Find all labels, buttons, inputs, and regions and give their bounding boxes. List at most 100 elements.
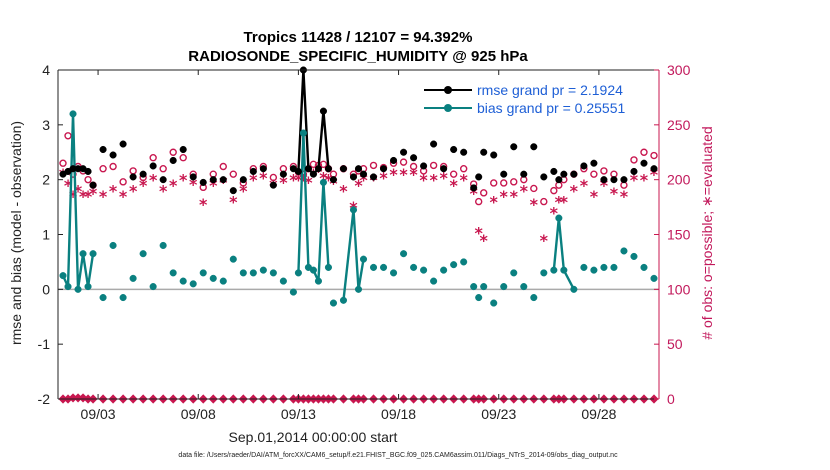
obs-evaluated-point: * [580, 176, 589, 195]
rmse-point [410, 154, 418, 162]
obs-possible-point [475, 197, 483, 206]
rmse-point [470, 184, 478, 192]
obs-evaluated-point: * [169, 176, 178, 195]
rmse-point [129, 173, 137, 181]
obs-evaluated-point: * [600, 176, 609, 195]
obs-possible-point [64, 132, 72, 140]
y-tick-label-left: 3 [42, 117, 50, 133]
bias-point [139, 250, 147, 258]
rmse-point [540, 173, 548, 181]
obs-evaluated-point: * [459, 171, 468, 190]
bias-point [69, 110, 77, 118]
obs-possible-point [319, 160, 328, 169]
rmse-point [159, 176, 167, 184]
obs-evaluated-point: * [319, 168, 328, 187]
obs-evaluated-point: * [530, 195, 539, 214]
obs-evaluated-point: * [89, 184, 98, 203]
rmse-point [555, 176, 563, 184]
obs-possible-point [480, 189, 488, 197]
rmse-point [349, 173, 358, 181]
legend-rmse-marker [444, 86, 452, 94]
bias-point [64, 283, 72, 291]
bias-point [480, 283, 488, 291]
rmse-point [600, 176, 608, 184]
obs-evaluated-point: * [520, 182, 529, 201]
bias-point [229, 255, 237, 263]
legend-bias-label: bias grand pr = 0.25551 [477, 100, 625, 116]
y-tick-label-left: -2 [38, 391, 51, 407]
rmse-point [550, 167, 558, 175]
bias-point [650, 274, 658, 282]
obs-possible-point [449, 170, 458, 178]
bias-point [294, 269, 302, 277]
rmse-point [530, 143, 538, 151]
obs-possible-point [309, 160, 318, 169]
y-tick-label-right: 50 [667, 336, 683, 352]
obs-possible-point [169, 148, 177, 156]
obs-evaluated-point: * [570, 182, 579, 201]
obs-evaluated-point: * [79, 187, 88, 206]
obs-evaluated-point: * [259, 168, 268, 187]
obs-evaluated-point: * [279, 173, 288, 192]
rmse-point [219, 176, 227, 184]
bias-point [470, 283, 478, 291]
rmse-point [570, 170, 578, 178]
rmse-point [420, 162, 428, 170]
obs-evaluated-point: * [610, 184, 619, 203]
obs-evaluated-point: * [379, 168, 388, 187]
tick-labels: 09/03 09/08 09/13 09/18 09/23 09/28 -2 -1 0 1 2 3 4 0… [38, 62, 691, 422]
bias-point [430, 277, 438, 285]
rmse-point [319, 107, 327, 115]
obs-evaluated-point: * [289, 171, 298, 190]
rmse-point [229, 187, 237, 195]
bias-point [580, 263, 588, 271]
obs-evaluated-point: * [69, 187, 78, 206]
bias-point [560, 266, 568, 274]
rmse-point [199, 178, 207, 186]
legend-bias-marker [444, 104, 452, 112]
rmse-point [620, 176, 628, 184]
bias-point [209, 274, 217, 282]
obs-evaluated-point: * [500, 187, 509, 206]
bias-point [314, 277, 322, 285]
y-tick-label-right: 300 [667, 62, 691, 78]
rmse-point [339, 165, 348, 173]
bias-point [379, 263, 388, 271]
rmse-point [309, 170, 317, 178]
obs-evaluated-point: * [119, 187, 128, 206]
obs-possible-point [590, 170, 598, 178]
obs-possible-point [159, 164, 167, 173]
bias-point [590, 266, 598, 274]
bias-point [239, 269, 247, 277]
obs-evaluated-point: * [189, 175, 198, 194]
bias-point [640, 263, 648, 271]
rmse-point [259, 165, 267, 173]
rmse-point [209, 176, 217, 184]
bias-point [349, 206, 358, 214]
y-tick-label-right: 200 [667, 172, 691, 188]
obs-evaluated-point: * [129, 182, 138, 201]
bias-point [475, 294, 483, 302]
bias-point [390, 269, 398, 277]
bias-point [540, 269, 548, 277]
y-tick-label-right: 250 [667, 117, 691, 133]
rmse-point [109, 151, 117, 159]
obs-evaluated-point: * [339, 182, 348, 201]
bias-point [550, 266, 558, 274]
bias-point [490, 299, 498, 307]
x-tick-label: 09/23 [481, 406, 516, 422]
rmse-point [475, 173, 483, 181]
bias-point [179, 277, 187, 285]
rmse-point [610, 176, 618, 184]
plot-background [58, 70, 659, 399]
rmse-point [329, 176, 338, 184]
plot-area [58, 70, 659, 399]
bias-point [600, 263, 608, 271]
rmse-point [450, 145, 458, 154]
obs-evaluated-point: * [419, 171, 428, 190]
bias-point [269, 269, 277, 277]
bias-point [74, 285, 82, 293]
obs-possible-point [219, 162, 227, 171]
obs-evaluated-point: * [179, 171, 188, 190]
